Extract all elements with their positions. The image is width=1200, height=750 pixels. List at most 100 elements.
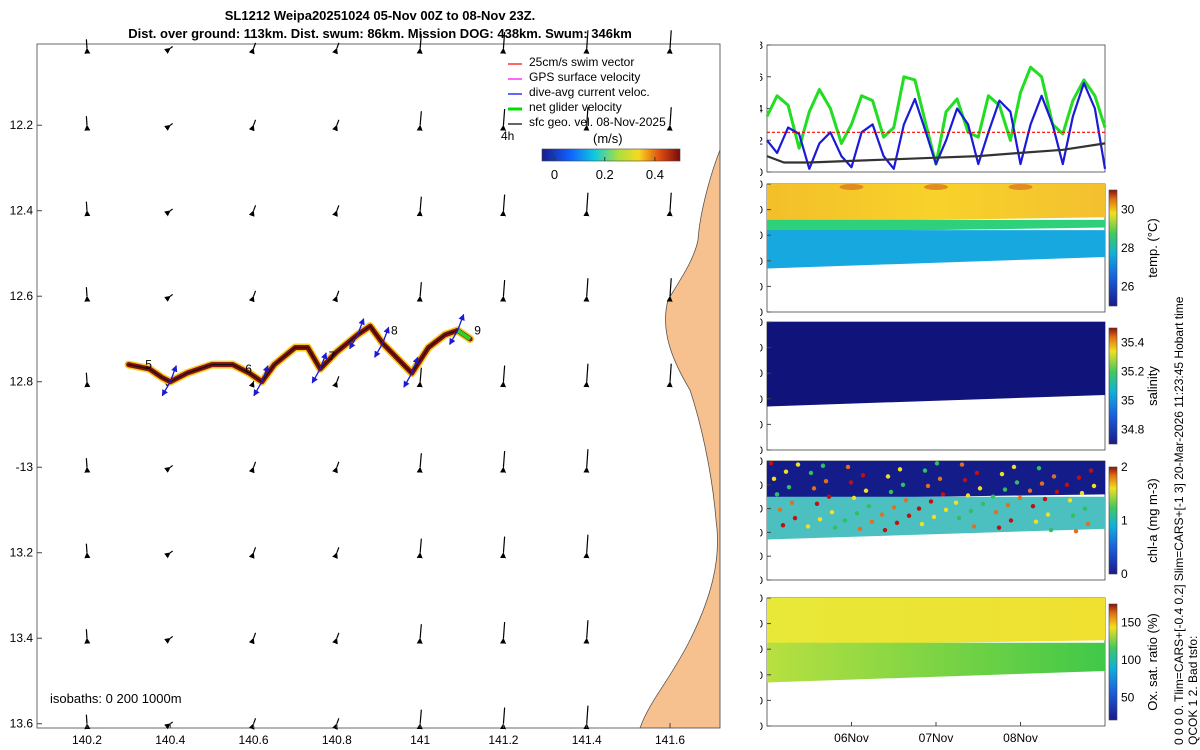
map-xtick-label: 141.6 bbox=[655, 733, 685, 747]
chl-sample-dot bbox=[965, 493, 971, 498]
velocity-series-line bbox=[766, 142, 1106, 164]
section-layer bbox=[767, 496, 1105, 540]
geo-velocity-arrow bbox=[248, 718, 257, 730]
map-ytick-label: 13.4 bbox=[10, 631, 34, 645]
map-xtick-label: 141.4 bbox=[572, 733, 602, 747]
geo-velocity-arrow bbox=[164, 550, 174, 559]
section-colorbar-tick: 35 bbox=[1121, 394, 1135, 408]
chl-sample-dot bbox=[925, 483, 931, 489]
map-ytick-label: 12.6 bbox=[10, 289, 34, 303]
geo-velocity-arrow bbox=[583, 363, 590, 388]
geo-velocity-arrow bbox=[583, 192, 590, 217]
glider-track-map: 5 678 9 140.2 140.4 140.6 140.8 141 141.2 141.4 1… bbox=[10, 30, 721, 747]
map-axis-ticks: 140.2 140.4 140.6 140.8 141 141.2 141.4 141.6 12… bbox=[10, 118, 686, 747]
section-colorbar-tick: 35.2 bbox=[1121, 365, 1145, 379]
chl-sample-dot bbox=[968, 508, 974, 514]
chl-sample-dot bbox=[1076, 475, 1082, 480]
chl-sample-dot bbox=[783, 469, 789, 474]
chl-sample-dot bbox=[956, 515, 962, 521]
section-colorbar-label: salinity bbox=[1145, 366, 1160, 406]
chl-sample-dot bbox=[842, 518, 848, 523]
geo-velocity-arrow bbox=[500, 536, 507, 559]
vel-ytick-label: 0.8 bbox=[760, 40, 763, 52]
legend-gps-velocity: GPS surface velocity bbox=[529, 70, 640, 84]
dive-current-arrow bbox=[319, 352, 328, 370]
map-ytick-label: 12.2 bbox=[10, 118, 34, 132]
section-ytick-label: 0 bbox=[760, 456, 763, 468]
geo-velocity-arrow bbox=[332, 205, 340, 217]
day-label: 9 bbox=[474, 323, 481, 337]
day-label: 8 bbox=[391, 323, 398, 337]
chl-sample-dot bbox=[1014, 480, 1020, 485]
chl-sample-dot bbox=[860, 473, 866, 478]
map-ytick-label: 13.6 bbox=[10, 717, 34, 731]
chl-sample-dot bbox=[971, 524, 977, 529]
geo-velocity-arrow bbox=[583, 107, 590, 131]
legend-dive-avg: dive-avg current veloc. bbox=[529, 85, 650, 99]
map-xtick-label: 140.4 bbox=[155, 733, 185, 747]
speed-colorbar bbox=[541, 148, 681, 162]
chl-sample-dot bbox=[1064, 482, 1070, 487]
chl-sample-dot bbox=[845, 464, 851, 470]
section-layer bbox=[767, 598, 1105, 646]
geo-velocity-arrow bbox=[583, 449, 590, 473]
chart-title-line2: Dist. over ground: 113km. Dist. swum: 86… bbox=[128, 26, 632, 41]
geo-velocity-arrow bbox=[84, 543, 91, 559]
geo-velocity-arrow bbox=[164, 122, 174, 131]
dive-current-arrow bbox=[374, 342, 384, 358]
geo-velocity-arrow bbox=[500, 365, 507, 388]
dive-current-arrow bbox=[382, 326, 390, 344]
chl-sample-dot bbox=[943, 507, 949, 512]
map-legend: 25cm/s swim vector GPS surface velocity … bbox=[508, 55, 666, 129]
chl-sample-dot bbox=[1073, 529, 1079, 534]
section-ytick-label: 100 bbox=[760, 575, 763, 587]
velocity-axes bbox=[766, 44, 1106, 173]
section-ytick-label: 60 bbox=[760, 670, 763, 682]
geo-velocity-arrow bbox=[583, 30, 590, 54]
geo-velocity-arrow bbox=[416, 709, 423, 730]
geo-velocity-arrow bbox=[583, 534, 590, 559]
geo-velocity-arrow bbox=[416, 196, 423, 217]
chl-sample-dot bbox=[1079, 490, 1085, 496]
chl-sample-dot bbox=[826, 494, 832, 499]
map-xtick-label: 141 bbox=[410, 733, 430, 747]
geo-velocity-arrow bbox=[84, 458, 91, 473]
geo-velocity-arrow bbox=[500, 108, 507, 131]
day-label: 5 bbox=[145, 358, 152, 372]
geo-velocity-arrow bbox=[583, 705, 590, 730]
chl-sample-dot bbox=[832, 525, 838, 530]
geo-velocity-arrow bbox=[164, 635, 174, 644]
section-ytick-label: 0 bbox=[760, 179, 763, 191]
chl-sample-dot bbox=[854, 511, 860, 516]
chl-sample-dot bbox=[934, 461, 940, 466]
section-layer bbox=[767, 184, 1105, 223]
geo-velocity-arrow bbox=[332, 547, 340, 559]
chl-sample-dot bbox=[848, 480, 854, 485]
section-ytick-label: 20 bbox=[760, 480, 763, 492]
chl-sample-dot bbox=[795, 462, 801, 467]
section-ytick-label: 40 bbox=[760, 368, 763, 380]
dive-current-arrow bbox=[349, 334, 359, 350]
chl-sample-dot bbox=[953, 500, 959, 505]
dive-current-arrow bbox=[253, 381, 263, 397]
chl-sample-dot bbox=[1017, 495, 1023, 501]
map-ytick-label: 12.8 bbox=[10, 375, 34, 389]
chl-sample-dot bbox=[1011, 464, 1017, 470]
geo-velocity-arrow bbox=[248, 119, 257, 132]
chl-sample-dot bbox=[990, 494, 996, 499]
geo-velocity-arrow bbox=[666, 363, 673, 388]
track-halo bbox=[124, 322, 475, 386]
chl-sample-dot bbox=[891, 505, 897, 510]
chl-sample-dot bbox=[903, 498, 909, 503]
section-ytick-label: 40 bbox=[760, 644, 763, 656]
geo-velocity-arrow bbox=[248, 632, 257, 645]
geo-velocity-arrow bbox=[84, 116, 91, 131]
section-panels: 00.20.40.60.8velocity magnitude (m/s) 02… bbox=[760, 40, 1160, 745]
chl-sample-dot bbox=[829, 509, 835, 515]
isobaths-label: isobaths: 0 200 1000m bbox=[50, 691, 182, 706]
geo-velocity-arrow bbox=[164, 45, 174, 54]
glider-track: 5 6 7 8 9 bbox=[124, 313, 481, 397]
legend-sfc-geo: sfc geo. vel. 08-Nov-2025 bbox=[529, 115, 666, 129]
